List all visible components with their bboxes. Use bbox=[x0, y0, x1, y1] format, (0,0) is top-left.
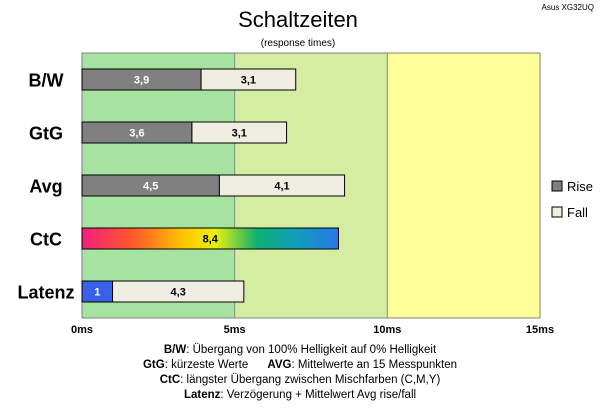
data-label-fall-5: 4,3 bbox=[171, 287, 186, 299]
bar-ctc bbox=[81, 227, 339, 250]
chart-subtitle: (response times) bbox=[261, 38, 335, 49]
data-label-fall-1: 3,1 bbox=[241, 75, 256, 87]
caption-line-3: CtC: längster Übergang zwischen Mischfar… bbox=[0, 373, 600, 388]
x-tick-label-2: 5ms bbox=[224, 324, 246, 336]
caption-line-1: B/W: Übergang von 100% Helligkeit auf 0%… bbox=[0, 343, 600, 358]
data-label-fall-3: 4,1 bbox=[274, 181, 289, 193]
watermark: Asus XG32UQ bbox=[542, 3, 594, 12]
caption-key-bw: B/W bbox=[163, 344, 187, 356]
plot-area: B/W 3,9 3,1 GtG 3,6 3,1 Avg 4,5 4,1 CtC 8,4 Latenz 1… bbox=[17, 52, 554, 336]
caption-key-ctc: CtC bbox=[159, 374, 181, 386]
data-label-ctc: 8,4 bbox=[203, 234, 219, 246]
caption-text-avg: : Mittelwerte an 15 Messpunkten bbox=[291, 359, 458, 371]
x-tick-label-4: 15ms bbox=[526, 324, 554, 336]
response-time-chart: Schaltzeiten (response times) Asus XG32U… bbox=[17, 3, 594, 336]
category-label-2: GtG bbox=[29, 124, 63, 144]
category-label-3: Avg bbox=[29, 177, 62, 197]
caption-key-latenz: Latenz bbox=[183, 389, 221, 401]
category-label-4: CtC bbox=[30, 230, 62, 250]
legend-label-fall: Fall bbox=[567, 205, 588, 220]
x-tick-label-1: 0ms bbox=[71, 324, 93, 336]
category-label-5: Latenz bbox=[17, 283, 74, 303]
bar-fall-3 bbox=[218, 174, 346, 197]
data-label-fall-2: 3,1 bbox=[232, 128, 247, 140]
background-zone-3 bbox=[387, 53, 540, 318]
caption-text-ctc: : längster Übergang zwischen Mischfarben… bbox=[180, 374, 441, 386]
caption-line-2: GtG: kürzeste Werte AVG: Mittelwerte an … bbox=[0, 358, 600, 373]
legend: Rise Fall bbox=[551, 179, 593, 220]
data-label-rise-1: 3,9 bbox=[134, 75, 149, 87]
legend-label-rise: Rise bbox=[567, 179, 593, 194]
caption-line-4: Latenz: Verzögerung + Mittelwert Avg ris… bbox=[0, 388, 600, 403]
caption-key-gtg: GtG bbox=[142, 359, 165, 371]
caption-text-bw: : Übergang von 100% Helligkeit auf 0% He… bbox=[186, 344, 437, 356]
legend-swatch-rise bbox=[551, 180, 563, 192]
x-tick-label-3: 10ms bbox=[373, 324, 401, 336]
legend-swatch-fall bbox=[551, 206, 563, 218]
caption-text-latenz: : Verzögerung + Mittelwert Avg rise/fall bbox=[220, 389, 417, 401]
caption-text-gtg: : kürzeste Werte bbox=[164, 359, 249, 371]
bar-fall-1 bbox=[200, 68, 297, 91]
data-label-rise-2: 3,6 bbox=[129, 128, 144, 140]
caption-key-avg: AVG bbox=[267, 359, 292, 371]
category-label-1: B/W bbox=[29, 71, 64, 91]
chart-title: Schaltzeiten bbox=[238, 7, 358, 32]
data-label-rise-5: 1 bbox=[94, 287, 100, 299]
bar-fall-2 bbox=[191, 121, 288, 144]
bar-fall-5 bbox=[112, 280, 245, 303]
data-label-rise-3: 4,5 bbox=[143, 181, 158, 193]
